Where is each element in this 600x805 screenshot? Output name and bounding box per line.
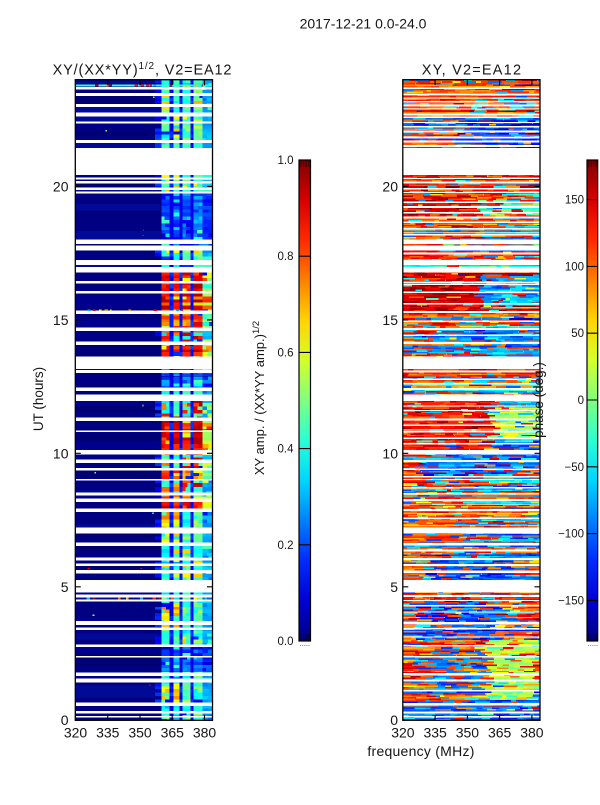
svg-text:0.6: 0.6 bbox=[278, 347, 294, 359]
svg-text:5: 5 bbox=[61, 579, 69, 595]
svg-text:380: 380 bbox=[520, 725, 544, 741]
svg-text:335: 335 bbox=[96, 725, 120, 741]
svg-text:−100: −100 bbox=[558, 529, 584, 541]
svg-text:XY, V2=EA12: XY, V2=EA12 bbox=[422, 63, 522, 79]
svg-text:15: 15 bbox=[382, 312, 398, 328]
svg-text:−50: −50 bbox=[564, 462, 584, 474]
svg-text:5: 5 bbox=[390, 579, 398, 595]
svg-text:350: 350 bbox=[128, 725, 152, 741]
svg-text:365: 365 bbox=[488, 725, 512, 741]
svg-text:50: 50 bbox=[571, 328, 584, 340]
svg-text:10: 10 bbox=[382, 445, 398, 461]
svg-text:20: 20 bbox=[53, 178, 69, 194]
svg-text:frequency (MHz): frequency (MHz) bbox=[367, 743, 474, 759]
svg-text:335: 335 bbox=[423, 725, 447, 741]
svg-text:380: 380 bbox=[193, 725, 217, 741]
svg-text:−150: −150 bbox=[558, 595, 584, 607]
svg-text:1.0: 1.0 bbox=[278, 155, 294, 167]
svg-text:100: 100 bbox=[565, 261, 584, 273]
svg-text:2017-12-21 0.0-24.0: 2017-12-21 0.0-24.0 bbox=[300, 16, 427, 32]
svg-text:0.8: 0.8 bbox=[278, 251, 294, 263]
svg-text:150: 150 bbox=[565, 195, 584, 207]
svg-text:XY amp. / (XX*YY amp.)1/2: XY amp. / (XX*YY amp.)1/2 bbox=[251, 321, 267, 475]
svg-text:0.2: 0.2 bbox=[278, 540, 294, 552]
svg-text:0.0: 0.0 bbox=[278, 636, 294, 648]
svg-text:0: 0 bbox=[61, 712, 69, 728]
svg-text:365: 365 bbox=[161, 725, 185, 741]
svg-text:phase (deg.): phase (deg.) bbox=[531, 362, 546, 438]
svg-text:15: 15 bbox=[53, 312, 69, 328]
svg-text:0: 0 bbox=[390, 712, 398, 728]
svg-text:10: 10 bbox=[53, 445, 69, 461]
svg-text:20: 20 bbox=[382, 178, 398, 194]
svg-text:UT (hours): UT (hours) bbox=[31, 367, 46, 431]
svg-text:350: 350 bbox=[456, 725, 480, 741]
svg-text:0.4: 0.4 bbox=[278, 444, 295, 456]
svg-text:0: 0 bbox=[578, 395, 584, 407]
